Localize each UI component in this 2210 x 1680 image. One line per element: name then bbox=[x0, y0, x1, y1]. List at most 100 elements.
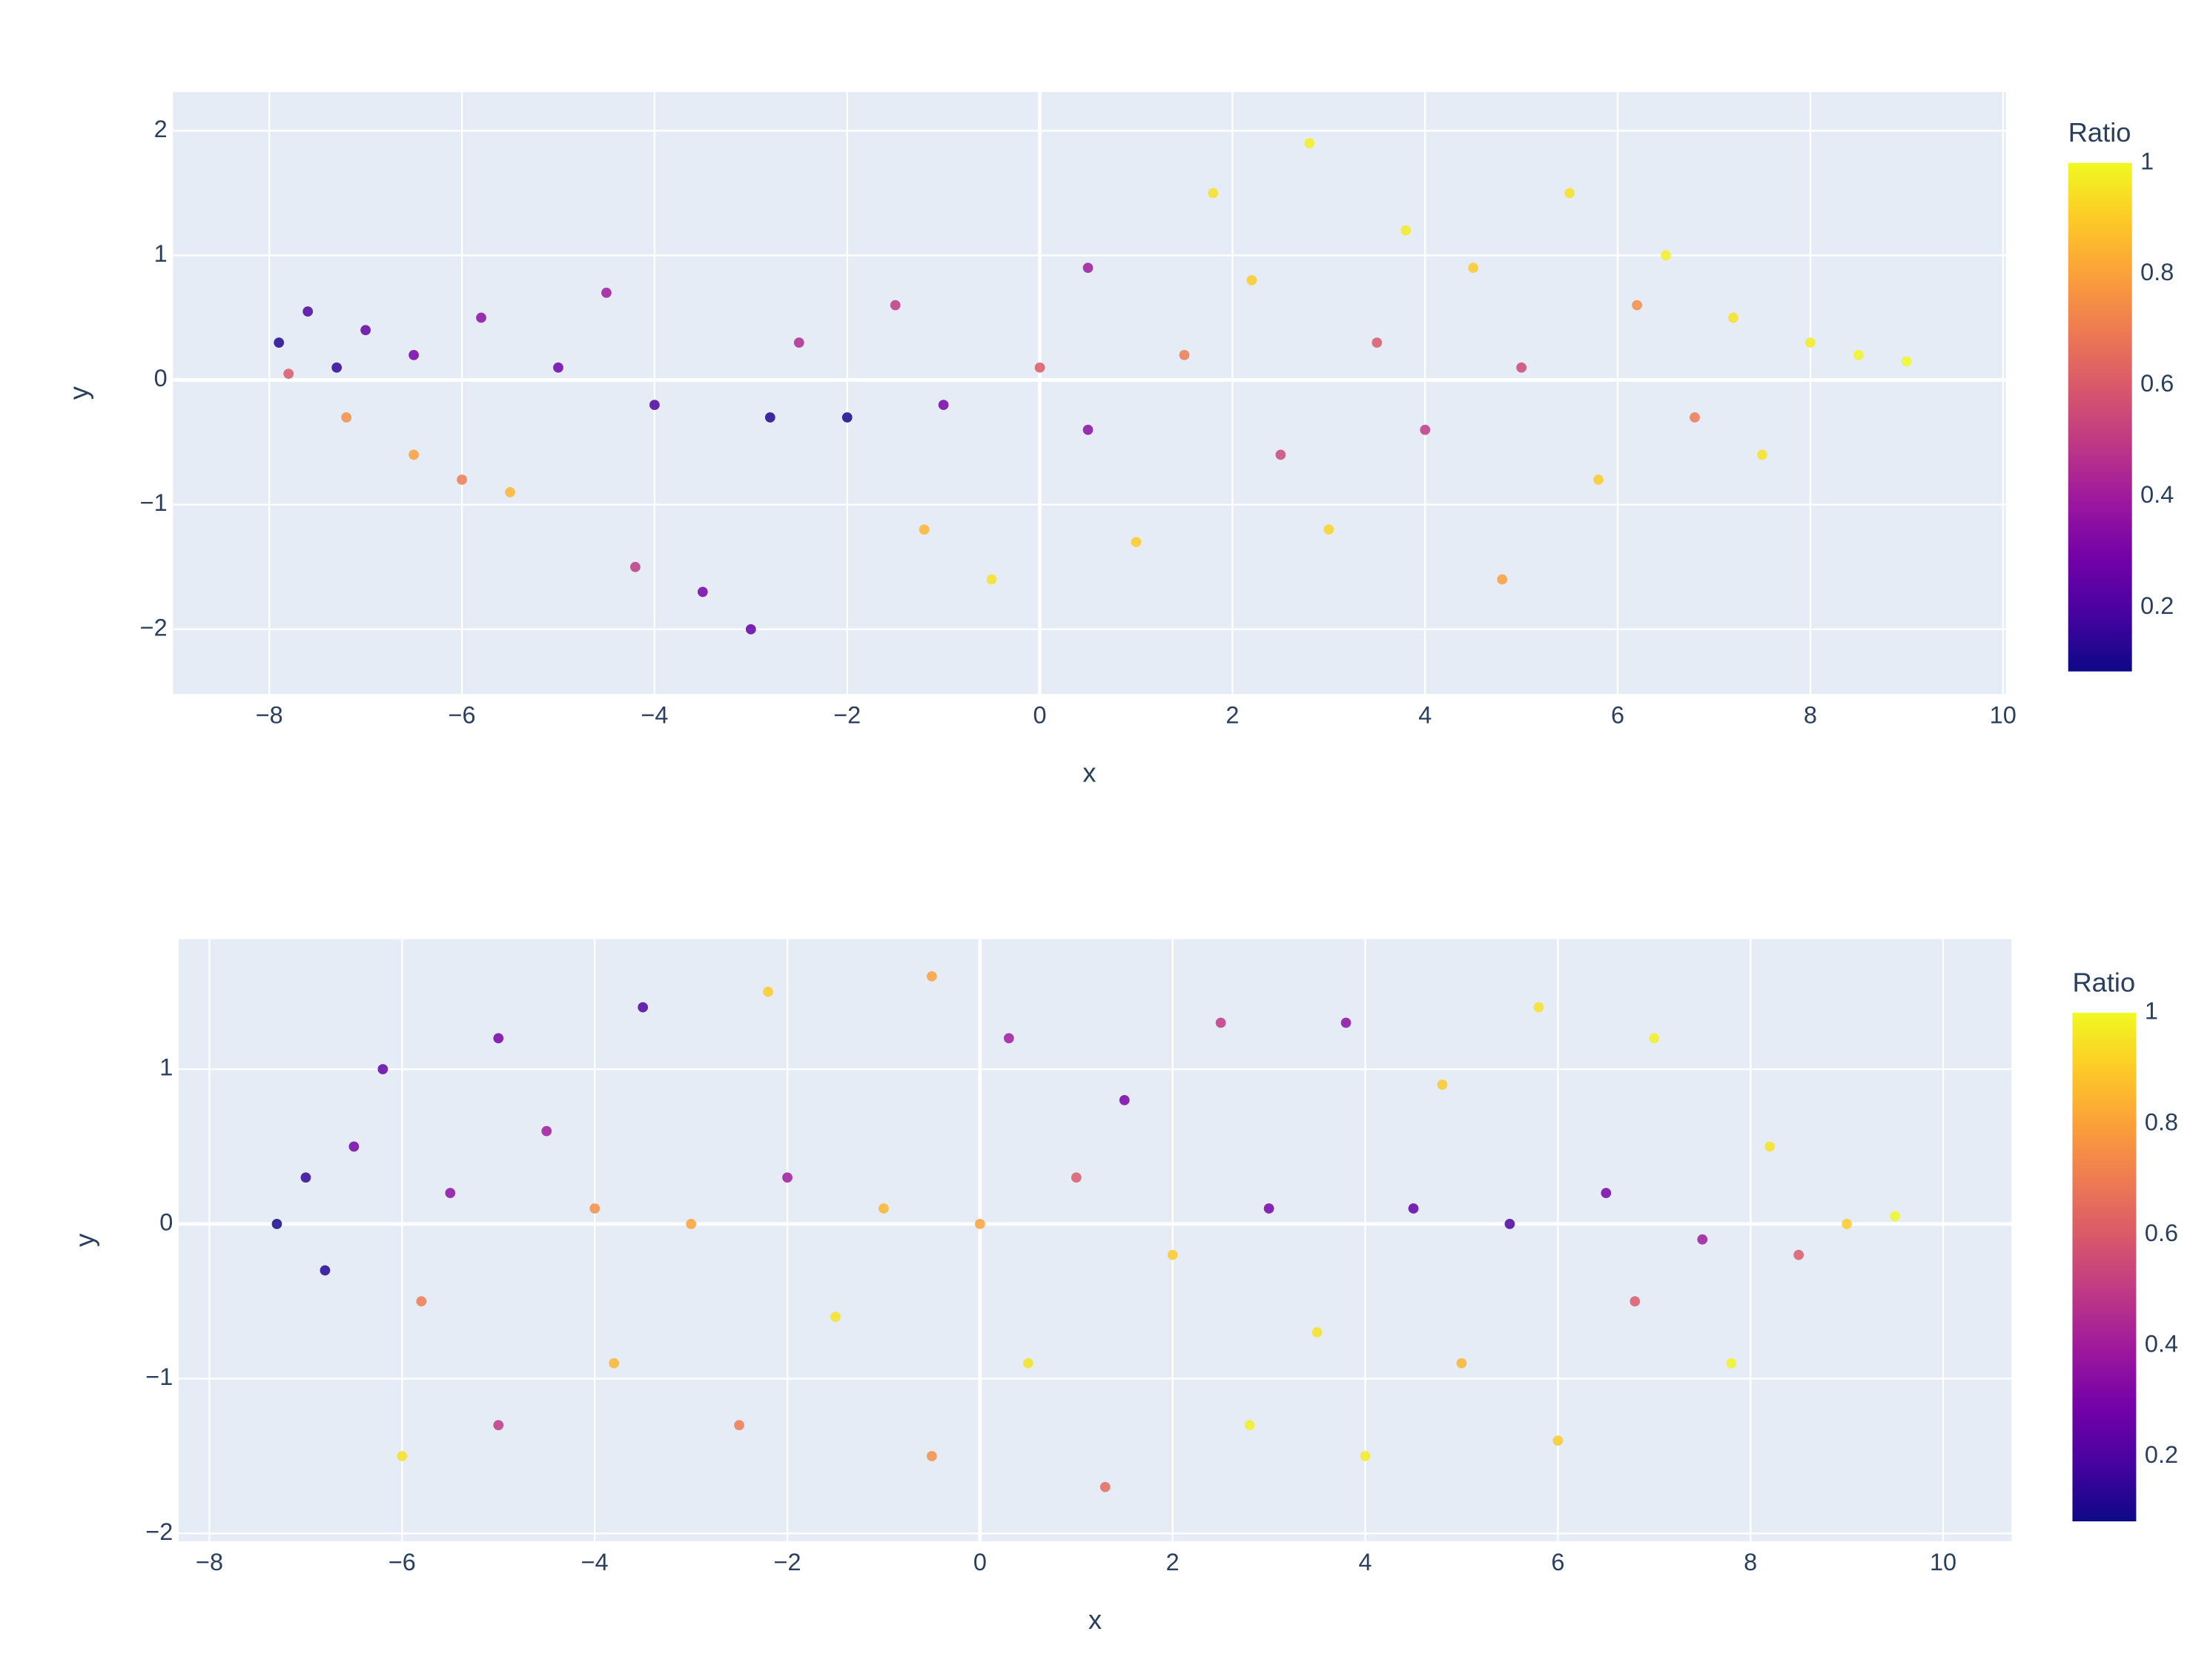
point bbox=[541, 1125, 552, 1137]
point bbox=[1853, 350, 1864, 360]
point bbox=[408, 449, 419, 460]
point bbox=[1697, 1234, 1708, 1245]
point bbox=[331, 362, 343, 373]
point bbox=[1516, 362, 1527, 373]
colorbar-tick-label: 0.8 bbox=[2145, 1108, 2178, 1135]
point bbox=[397, 1451, 408, 1461]
point bbox=[734, 1420, 744, 1431]
point bbox=[1468, 262, 1479, 274]
point bbox=[1340, 1017, 1352, 1028]
y-axis-title: y bbox=[64, 386, 94, 400]
point bbox=[1400, 225, 1412, 236]
point bbox=[927, 970, 937, 982]
point bbox=[974, 1218, 985, 1229]
x-tick-label: −2 bbox=[833, 701, 861, 728]
point bbox=[1805, 337, 1816, 348]
point bbox=[445, 1188, 456, 1198]
point bbox=[1593, 474, 1604, 485]
point bbox=[927, 1451, 937, 1461]
point bbox=[589, 1203, 601, 1214]
point bbox=[830, 1312, 841, 1322]
point bbox=[505, 486, 515, 497]
point bbox=[1504, 1218, 1515, 1229]
point bbox=[1564, 188, 1575, 199]
point bbox=[1420, 424, 1431, 435]
point bbox=[320, 1265, 331, 1276]
x-tick-label: 6 bbox=[1611, 701, 1624, 728]
point bbox=[890, 300, 901, 311]
point bbox=[879, 1203, 889, 1214]
colorbar-tick-label: 0.8 bbox=[2140, 259, 2174, 285]
x-tick-label: 0 bbox=[1033, 701, 1047, 728]
point bbox=[1726, 1357, 1737, 1369]
colorbar-tick-label: 0.2 bbox=[2145, 1441, 2178, 1468]
point bbox=[638, 1002, 649, 1013]
x-tick-label: −6 bbox=[388, 1549, 416, 1575]
y-tick-label: 1 bbox=[159, 1054, 173, 1081]
point bbox=[763, 986, 773, 997]
x-tick-label: −6 bbox=[449, 701, 476, 728]
x-axis-title: x bbox=[1088, 1604, 1102, 1635]
colorbar-tick-label: 0.6 bbox=[2145, 1220, 2178, 1246]
point bbox=[1071, 1172, 1082, 1183]
point bbox=[1022, 1357, 1033, 1369]
x-tick-label: 8 bbox=[1804, 701, 1817, 728]
point bbox=[1690, 412, 1700, 423]
x-tick-label: 4 bbox=[1418, 701, 1432, 728]
point bbox=[1244, 1420, 1255, 1431]
point bbox=[1757, 449, 1767, 460]
point bbox=[1304, 138, 1315, 148]
plot-area bbox=[173, 92, 2006, 695]
point bbox=[408, 350, 419, 360]
point bbox=[1167, 1249, 1178, 1260]
point bbox=[1246, 275, 1257, 285]
point bbox=[1275, 449, 1286, 460]
point bbox=[649, 400, 660, 411]
point bbox=[1179, 350, 1190, 360]
x-tick-label: −4 bbox=[581, 1549, 609, 1575]
colorbar-tick-label: 0.2 bbox=[2140, 592, 2174, 619]
point bbox=[377, 1064, 388, 1074]
point bbox=[1630, 1296, 1641, 1307]
x-tick-label: 8 bbox=[1744, 1549, 1757, 1575]
x-tick-label: −2 bbox=[774, 1549, 801, 1575]
point bbox=[283, 368, 294, 380]
point bbox=[1131, 537, 1142, 547]
point bbox=[1311, 1327, 1323, 1337]
point bbox=[341, 412, 352, 423]
point bbox=[553, 362, 563, 373]
point bbox=[1793, 1249, 1804, 1260]
colorbar-title: Ratio bbox=[2072, 967, 2135, 997]
point bbox=[493, 1033, 504, 1044]
point bbox=[302, 306, 314, 317]
point bbox=[271, 1218, 282, 1229]
point bbox=[793, 337, 804, 348]
point bbox=[1552, 1435, 1564, 1446]
plot-area bbox=[178, 939, 2012, 1541]
point bbox=[274, 337, 285, 348]
point bbox=[919, 524, 930, 535]
point bbox=[764, 412, 775, 423]
point bbox=[476, 312, 486, 323]
x-tick-label: 6 bbox=[1551, 1549, 1564, 1575]
point bbox=[1632, 300, 1642, 311]
point bbox=[1372, 337, 1383, 348]
point bbox=[1533, 1002, 1544, 1013]
y-tick-label: −1 bbox=[140, 489, 168, 516]
point bbox=[493, 1420, 504, 1431]
point bbox=[1728, 312, 1738, 323]
y-tick-label: −2 bbox=[145, 1518, 173, 1545]
colorbar bbox=[2068, 162, 2132, 672]
y-tick-label: 0 bbox=[154, 365, 168, 391]
point bbox=[348, 1141, 360, 1152]
colorbar-tick-label: 1 bbox=[2140, 148, 2154, 174]
point bbox=[300, 1172, 311, 1183]
point bbox=[601, 287, 612, 298]
point bbox=[1208, 188, 1219, 199]
point bbox=[1082, 424, 1094, 435]
x-tick-label: 2 bbox=[1225, 701, 1239, 728]
point bbox=[745, 624, 756, 635]
point bbox=[1497, 574, 1508, 585]
y-tick-label: 2 bbox=[154, 116, 168, 142]
